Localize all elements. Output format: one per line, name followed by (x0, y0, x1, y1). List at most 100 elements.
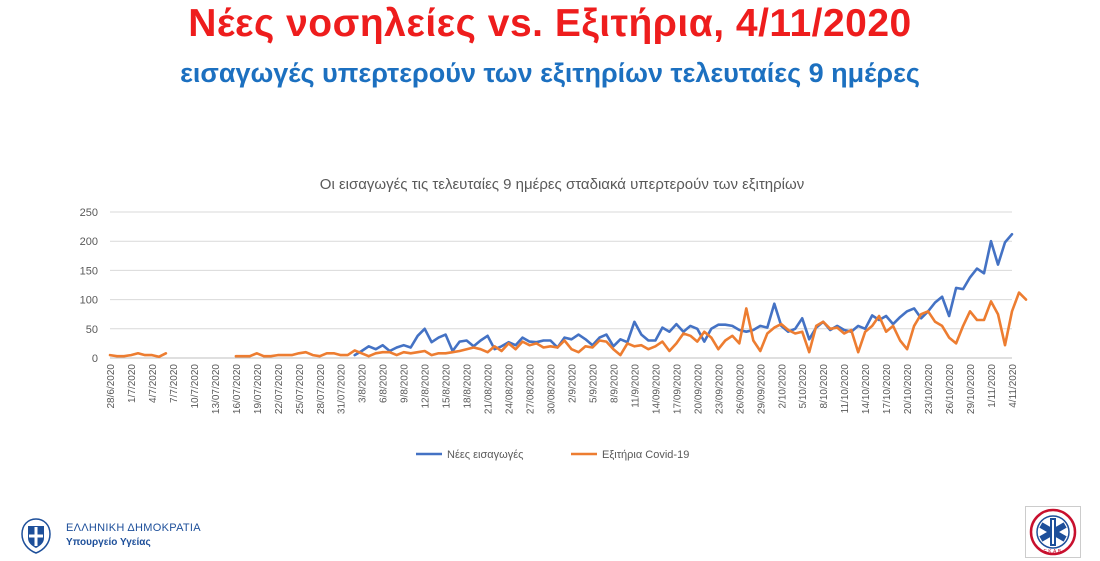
x-tick-label: 5/10/2020 (798, 364, 809, 409)
data-point (291, 354, 293, 356)
x-tick-label: 17/09/2020 (672, 364, 683, 414)
data-point (549, 345, 552, 347)
data-point (417, 351, 419, 353)
x-tick-label: 2/10/2020 (777, 364, 788, 409)
x-tick-label: 26/10/2020 (945, 364, 956, 414)
data-point (843, 329, 845, 331)
data-point (116, 355, 118, 357)
data-point (675, 323, 678, 325)
x-tick-label: 8/9/2020 (609, 364, 620, 403)
data-point (577, 351, 580, 353)
data-point (459, 350, 461, 352)
data-point (689, 335, 692, 337)
data-point (668, 331, 671, 333)
data-point (473, 346, 475, 349)
data-point (892, 325, 894, 327)
data-point (521, 341, 524, 343)
x-tick-label: 1/11/2020 (987, 364, 998, 408)
data-point (577, 334, 580, 336)
data-point (305, 351, 307, 353)
data-point (410, 346, 412, 349)
data-point (990, 300, 992, 302)
x-tick-label: 17/10/2020 (882, 364, 893, 414)
data-point (361, 350, 363, 352)
data-point (417, 335, 419, 337)
data-point (137, 352, 139, 354)
x-tick-label: 3/8/2020 (358, 364, 369, 403)
x-tick-label: 9/8/2020 (400, 364, 411, 403)
data-point (494, 345, 496, 347)
data-point (717, 348, 719, 350)
data-point (515, 348, 517, 350)
y-tick-label: 200 (80, 236, 98, 248)
data-point (724, 339, 726, 342)
data-point (773, 303, 775, 305)
data-point (633, 345, 636, 347)
data-point (466, 339, 468, 342)
data-point (801, 317, 803, 319)
data-point (515, 344, 517, 346)
data-point (487, 351, 489, 353)
page-title: Νέες νοσηλείες vs. Εξιτήρια, 4/11/2020 (188, 2, 912, 45)
data-point (633, 321, 636, 323)
data-point (542, 346, 545, 349)
data-point (256, 352, 258, 354)
page-subtitle: εισαγωγές υπερτερούν των εξιτηρίων τελευ… (180, 58, 920, 88)
data-point (892, 323, 894, 325)
data-point (647, 339, 650, 342)
x-tick-label: 8/10/2020 (819, 364, 830, 409)
data-point (857, 325, 859, 327)
data-point (682, 332, 685, 335)
data-point (431, 341, 433, 343)
data-point (738, 329, 740, 331)
data-point (403, 351, 405, 353)
x-tick-label: 13/07/2020 (211, 364, 222, 414)
data-point (452, 351, 454, 353)
data-point (431, 354, 433, 356)
data-point (501, 350, 503, 352)
x-tick-label: 11/10/2020 (840, 364, 851, 414)
data-point (661, 341, 664, 343)
x-tick-label: 1/7/2020 (127, 364, 138, 403)
data-point (661, 327, 664, 329)
data-point (1011, 233, 1013, 235)
data-point (857, 351, 859, 353)
data-point (501, 345, 503, 347)
data-point (808, 338, 810, 340)
data-point (130, 354, 132, 356)
data-point (598, 339, 601, 342)
data-point (109, 354, 111, 356)
ekab-logo-text: Ε.Κ.Α.Β. (1044, 549, 1063, 555)
data-point (983, 319, 985, 321)
data-point (913, 307, 915, 309)
data-point (151, 354, 153, 356)
data-point (850, 329, 852, 331)
ekab-logo-icon: Ε.Κ.Α.Β. (1025, 506, 1081, 558)
data-point (815, 325, 817, 327)
data-point (487, 335, 489, 337)
data-point (361, 352, 363, 354)
x-tick-label: 31/07/2020 (337, 364, 348, 414)
data-point (528, 341, 531, 343)
data-point (983, 272, 985, 274)
data-point (822, 321, 824, 323)
x-tick-label: 18/8/2020 (463, 364, 474, 409)
data-point (612, 348, 615, 350)
x-tick-label: 29/09/2020 (756, 364, 767, 414)
data-point (836, 325, 838, 327)
data-point (445, 352, 447, 354)
data-point (871, 314, 873, 316)
data-point (927, 310, 929, 312)
data-point (969, 276, 971, 278)
data-point (948, 315, 950, 317)
data-point (962, 325, 964, 327)
y-tick-label: 50 (86, 324, 98, 336)
data-point (584, 338, 587, 340)
data-point (521, 337, 524, 339)
data-point (654, 339, 657, 342)
data-point (976, 319, 978, 321)
data-point (738, 342, 740, 344)
data-point (598, 337, 601, 339)
data-point (354, 354, 356, 356)
data-point (123, 355, 125, 357)
